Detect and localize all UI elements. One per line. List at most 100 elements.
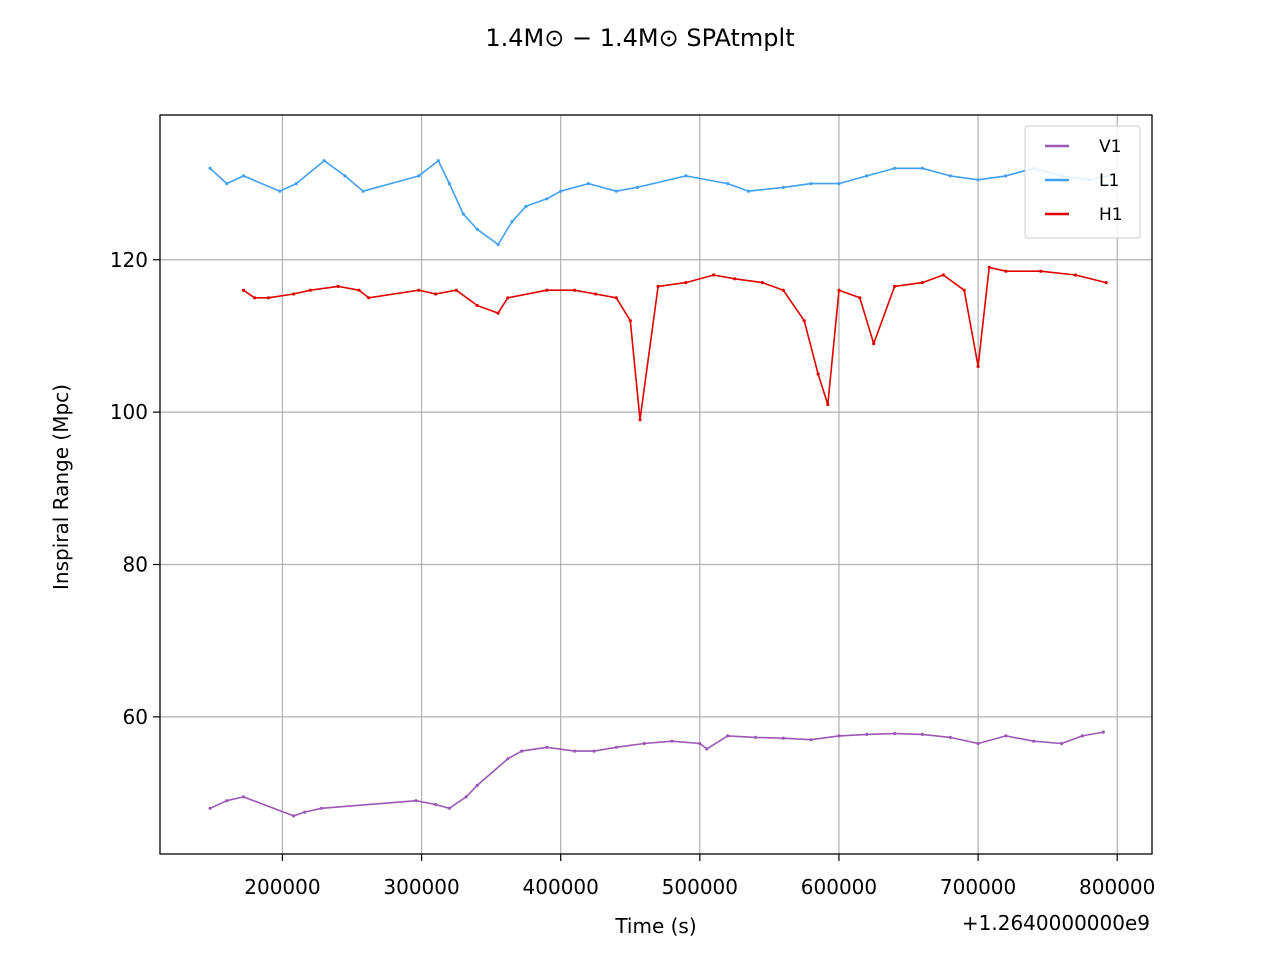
data-point (545, 197, 549, 201)
data-point (781, 185, 785, 189)
data-point (920, 732, 925, 737)
data-point (781, 288, 785, 292)
data-point (705, 747, 709, 751)
data-point (414, 799, 418, 803)
grid (160, 115, 1152, 854)
data-point (976, 364, 980, 368)
data-point (614, 745, 618, 749)
x-tick-label: 800000 (1079, 875, 1155, 899)
data-point (1032, 739, 1036, 743)
data-point (733, 277, 737, 281)
data-point (524, 204, 528, 208)
data-point (208, 166, 212, 170)
data-point (1080, 734, 1084, 738)
data-point (920, 166, 925, 170)
data-point (559, 189, 563, 193)
data-point (303, 810, 307, 814)
data-point (208, 806, 212, 810)
data-point (614, 189, 618, 193)
data-point (510, 220, 514, 224)
data-point (586, 182, 591, 186)
data-point (496, 311, 500, 315)
data-point (573, 749, 577, 753)
x-tick-label: 200000 (244, 875, 320, 899)
data-point (545, 745, 549, 749)
data-point (698, 741, 702, 746)
x-tick-label: 400000 (523, 875, 599, 899)
series-layer (208, 159, 1110, 818)
data-point (976, 178, 980, 182)
data-point (746, 189, 751, 193)
y-tick-label: 120 (110, 248, 148, 272)
x-tick-label: 300000 (383, 875, 459, 899)
data-point (614, 296, 618, 300)
x-axis: 200000 300000 400000 500000 600000 700000 8000… (244, 854, 1155, 899)
data-point (433, 802, 438, 807)
data-point (253, 296, 257, 300)
data-point (712, 273, 716, 277)
data-point (520, 749, 524, 753)
data-point (628, 319, 632, 323)
data-point (670, 739, 674, 743)
data-point (1004, 269, 1008, 273)
x-tick-label: 600000 (801, 875, 877, 899)
data-point (858, 296, 862, 300)
data-point (506, 757, 510, 761)
data-point (893, 732, 897, 736)
data-point (294, 182, 298, 186)
data-point (760, 281, 765, 285)
data-point (893, 166, 897, 170)
legend-entry: H1 (1045, 205, 1123, 225)
data-point (319, 806, 323, 810)
x-axis-offset-label: +1.2640000000e9 (962, 911, 1150, 935)
data-point (802, 319, 806, 323)
data-point (920, 281, 925, 285)
data-point (225, 799, 229, 803)
y-axis: 60 80 100 120 (110, 248, 160, 729)
y-tick-label: 60 (123, 705, 148, 729)
data-point (941, 273, 945, 277)
series-line-H1 (243, 266, 1107, 421)
data-point (809, 182, 813, 186)
data-point (322, 159, 326, 163)
legend-label: H1 (1099, 205, 1123, 225)
y-axis-label: Inspiral Range (Mpc) (49, 384, 73, 590)
series-V1 (208, 730, 1105, 818)
data-point (837, 288, 841, 292)
data-point (593, 292, 598, 296)
data-point (545, 288, 549, 292)
data-point (1004, 174, 1008, 178)
data-point (837, 182, 841, 186)
legend-label: V1 (1099, 137, 1121, 157)
data-point (447, 806, 451, 810)
data-point (417, 288, 421, 292)
data-point (865, 174, 869, 178)
data-point (1104, 281, 1108, 285)
data-point (336, 284, 340, 288)
y-tick-label: 80 (123, 552, 148, 576)
data-point (684, 174, 688, 178)
data-point (1004, 734, 1008, 738)
data-point (726, 734, 730, 738)
data-point (367, 296, 371, 300)
y-tick-label: 100 (110, 400, 148, 424)
x-tick-label: 500000 (662, 875, 738, 899)
series-H1 (241, 265, 1108, 422)
data-point (278, 189, 282, 193)
data-point (656, 284, 660, 288)
data-point (506, 296, 510, 300)
data-point (753, 735, 758, 740)
data-point (436, 159, 440, 163)
legend-entry: L1 (1045, 171, 1119, 191)
data-point (826, 402, 830, 407)
data-point (893, 284, 897, 288)
data-point (241, 174, 246, 178)
legend-label: L1 (1099, 171, 1119, 191)
legend-box (1024, 125, 1141, 239)
data-point (1101, 730, 1105, 734)
data-point (433, 292, 438, 296)
data-point (872, 342, 876, 346)
data-point (461, 212, 465, 216)
data-point (454, 288, 458, 292)
